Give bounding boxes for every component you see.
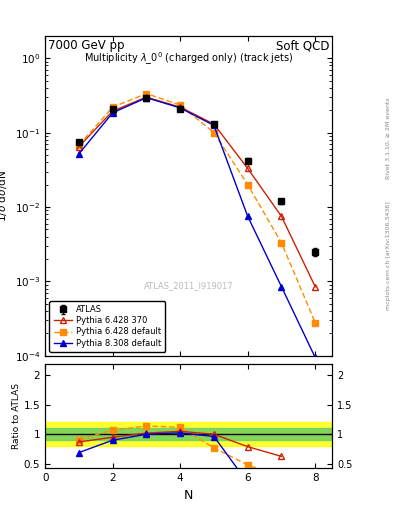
- X-axis label: N: N: [184, 489, 193, 502]
- Pythia 8.308 default: [110, 110, 115, 116]
- Line: Pythia 6.428 370: Pythia 6.428 370: [76, 94, 318, 289]
- Text: Rivet 3.1.10, ≥ 2M events: Rivet 3.1.10, ≥ 2M events: [386, 97, 391, 179]
- Pythia 8.308 default: [77, 151, 81, 157]
- Pythia 6.428 default: [110, 104, 115, 110]
- Pythia 6.428 default: [245, 182, 250, 188]
- Pythia 6.428 370: [279, 214, 284, 220]
- Line: Pythia 6.428 default: Pythia 6.428 default: [76, 91, 318, 325]
- Pythia 8.308 default: [211, 122, 216, 129]
- Text: Multiplicity $\lambda\_0^0$ (charged only) (track jets): Multiplicity $\lambda\_0^0$ (charged onl…: [84, 50, 294, 67]
- Text: mcplots.cern.ch [arXiv:1306.3436]: mcplots.cern.ch [arXiv:1306.3436]: [386, 202, 391, 310]
- Pythia 6.428 default: [211, 130, 216, 136]
- Pythia 8.308 default: [245, 214, 250, 220]
- Pythia 6.428 default: [77, 142, 81, 148]
- Bar: [45, 429, 332, 440]
- Pythia 6.428 370: [211, 121, 216, 127]
- Pythia 8.308 default: [279, 284, 284, 290]
- Pythia 6.428 370: [178, 104, 183, 110]
- Pythia 8.308 default: [313, 354, 318, 360]
- Text: Soft QCD: Soft QCD: [276, 39, 329, 52]
- Pythia 6.428 default: [178, 102, 183, 108]
- Y-axis label: Ratio to ATLAS: Ratio to ATLAS: [12, 383, 21, 449]
- Text: 7000 GeV pp: 7000 GeV pp: [48, 39, 125, 52]
- Pythia 6.428 370: [110, 108, 115, 114]
- Legend: ATLAS, Pythia 6.428 370, Pythia 6.428 default, Pythia 8.308 default: ATLAS, Pythia 6.428 370, Pythia 6.428 de…: [50, 301, 165, 352]
- Y-axis label: 1/$\sigma$ d$\sigma$/dN: 1/$\sigma$ d$\sigma$/dN: [0, 170, 9, 222]
- Pythia 6.428 default: [313, 319, 318, 326]
- Pythia 8.308 default: [178, 105, 183, 111]
- Pythia 8.308 default: [144, 95, 149, 101]
- Pythia 6.428 370: [245, 165, 250, 172]
- Pythia 6.428 default: [279, 240, 284, 246]
- Text: ATLAS_2011_I919017: ATLAS_2011_I919017: [144, 281, 233, 290]
- Line: Pythia 8.308 default: Pythia 8.308 default: [76, 95, 318, 360]
- Pythia 6.428 default: [144, 91, 149, 97]
- Pythia 6.428 370: [313, 284, 318, 290]
- Pythia 6.428 370: [144, 94, 149, 100]
- Pythia 6.428 370: [77, 143, 81, 150]
- Bar: [45, 422, 332, 446]
